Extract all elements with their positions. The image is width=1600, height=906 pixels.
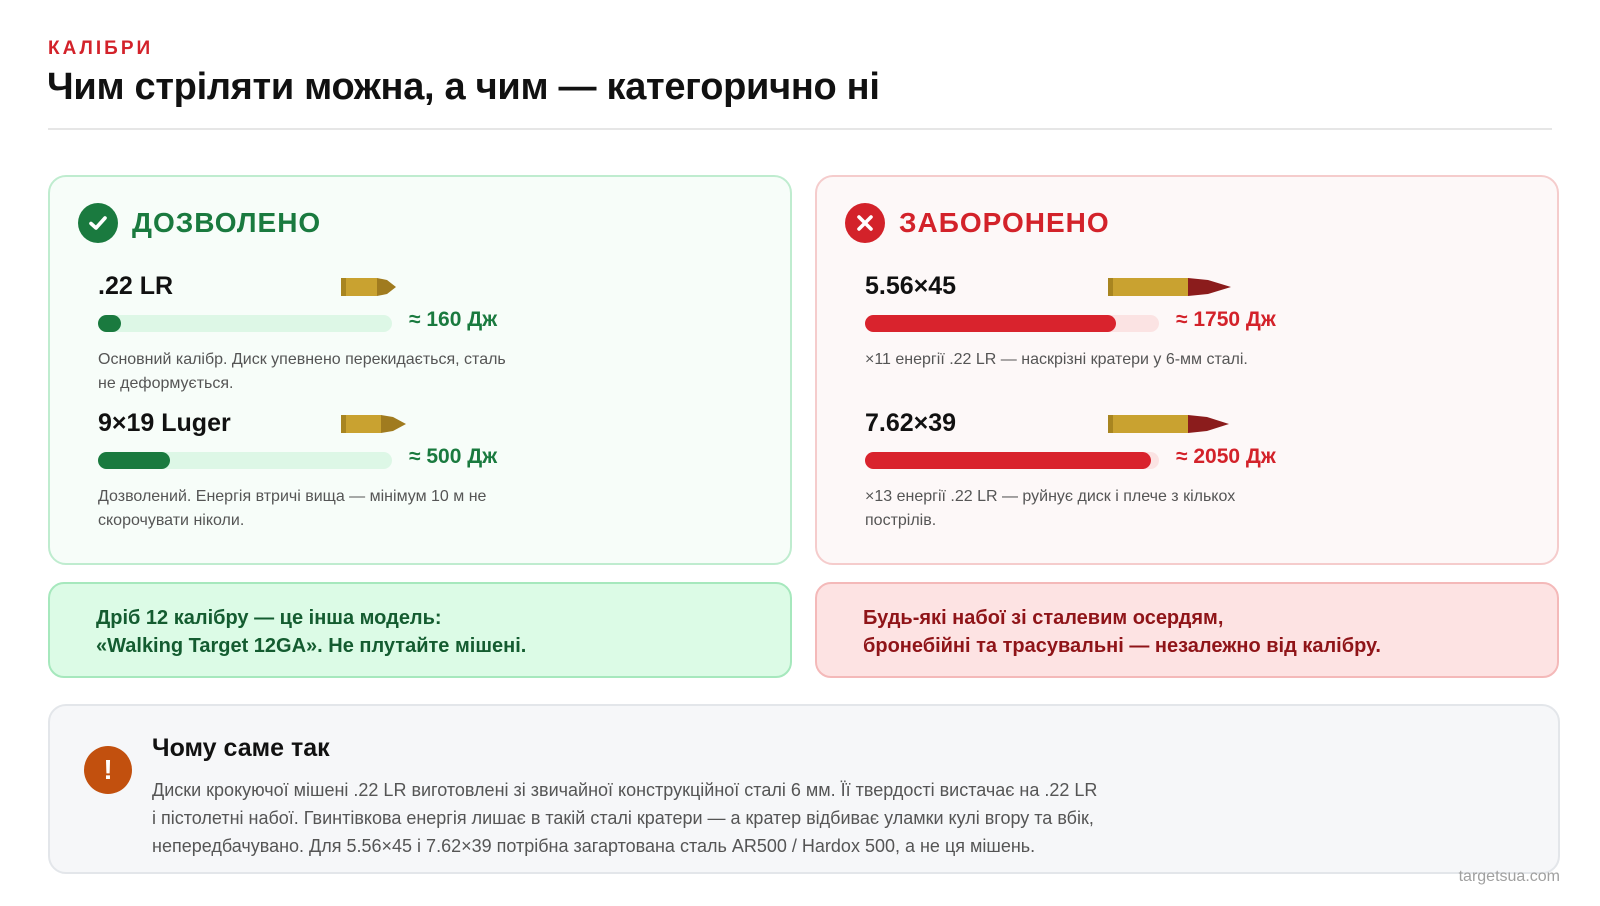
caliber-description: ×11 енергії .22 LR — наскрізні кратери у…	[865, 348, 1425, 372]
energy-bar-track	[865, 315, 1159, 332]
bullet-icon	[1108, 276, 1232, 303]
x-circle-icon	[845, 203, 885, 243]
explanation-text: Диски крокуючої мішені .22 LR виготовлен…	[152, 776, 1252, 860]
description-line: ×11 енергії .22 LR — наскрізні кратери у…	[865, 351, 1248, 368]
note-line: бронебійні та трасувальні — незалежно ві…	[863, 635, 1381, 657]
section-eyebrow: КАЛІБРИ	[48, 38, 154, 59]
site-footer: targetsua.com	[1458, 868, 1560, 885]
allowed-panel: ДОЗВОЛЕНО .22 LR ≈ 160 Дж Основний каліб…	[48, 175, 792, 565]
description-line: пострілів.	[865, 512, 937, 529]
description-line: скорочувати ніколи.	[98, 512, 245, 529]
note-line: Дріб 12 калібру — це інша модель:	[96, 607, 442, 629]
caliber-name: 5.56×45	[865, 272, 957, 300]
page-title: Чим стріляти можна, а чим — категорично …	[47, 66, 880, 108]
title-divider	[48, 128, 1552, 130]
energy-value: ≈ 160 Дж	[409, 308, 498, 331]
bullet-icon	[1108, 413, 1230, 440]
energy-bar-track	[865, 452, 1159, 469]
allowed-panel-header: ДОЗВОЛЕНО	[78, 203, 321, 243]
description-line: Дозволений. Енергія втричі вища — мініму…	[98, 488, 487, 505]
energy-value: ≈ 500 Дж	[409, 445, 498, 468]
caliber-description: Основний калібр. Диск упевнено перекидає…	[98, 348, 568, 396]
note-line: «Walking Target 12GA». Не плутайте мішен…	[96, 635, 527, 657]
shotgun-note: Дріб 12 калібру — це інша модель: «Walki…	[48, 582, 792, 678]
explanation-line: Диски крокуючої мішені .22 LR виготовлен…	[152, 780, 1098, 800]
bullet-icon	[341, 276, 397, 303]
explanation-title: Чому саме так	[152, 734, 330, 762]
explanation-line: і пістолетні набої. Гвинтівкова енергія …	[152, 808, 1094, 828]
explanation-line: непередбачувано. Для 5.56×45 і 7.62×39 п…	[152, 836, 1036, 856]
energy-bar	[865, 452, 1151, 469]
description-line: Основний калібр. Диск упевнено перекидає…	[98, 351, 506, 368]
energy-value: ≈ 1750 Дж	[1176, 308, 1276, 331]
caliber-description: Дозволений. Енергія втричі вища — мініму…	[98, 485, 568, 533]
energy-bar	[98, 315, 121, 332]
check-circle-icon	[78, 203, 118, 243]
description-line: ×13 енергії .22 LR — руйнує диск і плече…	[865, 488, 1236, 505]
forbidden-panel: ЗАБОРОНЕНО 5.56×45 ≈ 1750 Дж ×11 енергії…	[815, 175, 1559, 565]
energy-value: ≈ 2050 Дж	[1176, 445, 1276, 468]
allowed-panel-title: ДОЗВОЛЕНО	[132, 207, 322, 238]
ammo-warning-note: Будь-які набої зі сталевим осердям, брон…	[815, 582, 1559, 678]
forbidden-panel-title: ЗАБОРОНЕНО	[899, 207, 1110, 238]
description-line: не деформується.	[98, 375, 234, 392]
energy-bar	[98, 452, 170, 469]
caliber-name: 7.62×39	[865, 409, 957, 437]
caliber-name: 9×19 Luger	[98, 409, 231, 437]
forbidden-panel-header: ЗАБОРОНЕНО	[845, 203, 1110, 243]
explanation-box: ! Чому саме так Диски крокуючої мішені .…	[48, 704, 1560, 874]
energy-bar-track	[98, 452, 392, 469]
bullet-icon	[341, 413, 407, 440]
energy-bar-track	[98, 315, 392, 332]
note-line: Будь-які набої зі сталевим осердям,	[863, 607, 1224, 629]
caliber-name: .22 LR	[98, 272, 174, 300]
exclamation-circle-icon: !	[84, 746, 132, 794]
caliber-description: ×13 енергії .22 LR — руйнує диск і плече…	[865, 485, 1335, 533]
energy-bar	[865, 315, 1116, 332]
